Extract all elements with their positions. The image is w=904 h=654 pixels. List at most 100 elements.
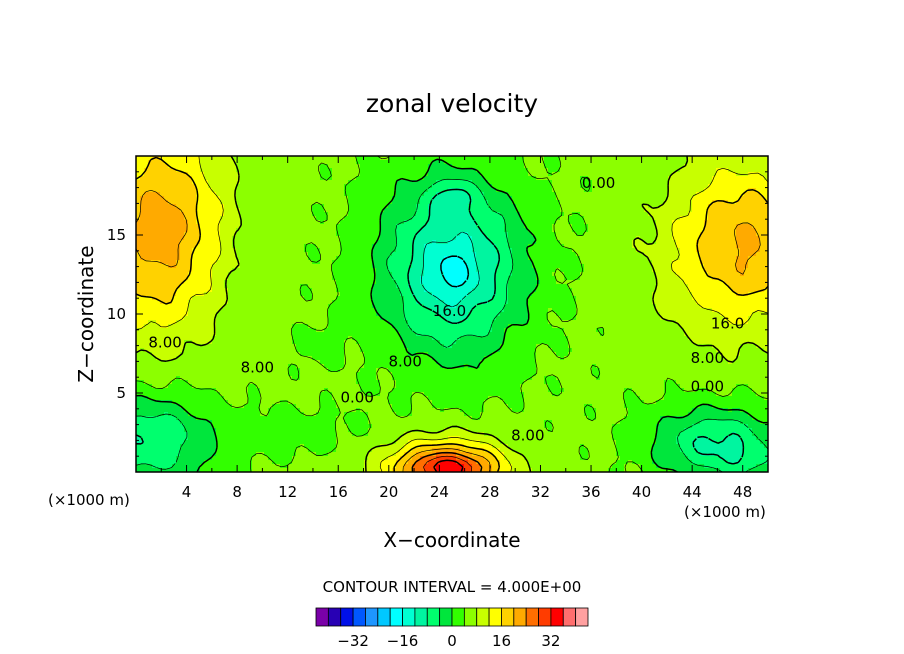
field-cell	[172, 200, 177, 205]
field-cell	[184, 248, 189, 253]
field-cell	[340, 208, 345, 213]
field-cell	[228, 168, 233, 173]
field-cell	[668, 192, 673, 197]
field-cell	[580, 192, 585, 197]
field-cell	[200, 224, 205, 229]
field-cell	[420, 232, 425, 237]
field-cell	[432, 264, 437, 269]
field-cell	[212, 244, 217, 249]
field-cell	[692, 172, 697, 177]
field-cell	[160, 276, 165, 281]
field-cell	[604, 212, 609, 217]
field-cell	[640, 196, 645, 201]
field-cell	[760, 236, 765, 241]
field-cell	[504, 240, 509, 245]
field-cell	[592, 240, 597, 245]
field-cell	[548, 264, 553, 269]
field-cell	[636, 224, 641, 229]
field-cell	[148, 280, 153, 285]
field-cell	[616, 264, 621, 269]
field-cell	[648, 208, 653, 213]
field-cell	[296, 156, 301, 161]
field-cell	[200, 172, 205, 177]
field-cell	[296, 200, 301, 205]
field-cell	[480, 184, 485, 189]
field-cell	[200, 168, 205, 173]
field-cell	[344, 220, 349, 225]
field-cell	[364, 252, 369, 257]
field-cell	[148, 264, 153, 269]
field-cell	[436, 224, 441, 229]
field-cell	[720, 248, 725, 253]
field-cell	[624, 176, 629, 181]
field-cell	[196, 208, 201, 213]
field-cell	[396, 260, 401, 265]
field-cell	[756, 232, 761, 237]
field-cell	[392, 260, 397, 265]
field-cell	[608, 204, 613, 209]
field-cell	[164, 188, 169, 193]
field-cell	[300, 168, 305, 173]
field-cell	[348, 276, 353, 281]
field-cell	[248, 192, 253, 197]
field-cell	[660, 252, 665, 257]
field-cell	[700, 256, 705, 261]
field-cell	[184, 268, 189, 273]
field-cell	[320, 180, 325, 185]
field-cell	[180, 180, 185, 185]
field-cell	[732, 172, 737, 177]
field-cell	[468, 272, 473, 277]
field-cell	[388, 236, 393, 241]
field-cell	[196, 196, 201, 201]
field-cell	[244, 208, 249, 213]
field-cell	[260, 208, 265, 213]
field-cell	[728, 244, 733, 249]
field-cell	[652, 168, 657, 173]
field-cell	[516, 276, 521, 281]
field-cell	[144, 212, 149, 217]
field-cell	[520, 268, 525, 273]
field-cell	[232, 216, 237, 221]
field-cell	[200, 204, 205, 209]
field-cell	[636, 256, 641, 261]
field-cell	[752, 268, 757, 273]
field-cell	[332, 172, 337, 177]
field-cell	[660, 276, 665, 281]
field-cell	[304, 256, 309, 261]
field-cell	[680, 204, 685, 209]
field-cell	[232, 180, 237, 185]
field-cell	[568, 168, 573, 173]
field-cell	[468, 224, 473, 229]
field-cell	[628, 232, 633, 237]
field-cell	[560, 180, 565, 185]
field-cell	[732, 252, 737, 257]
field-cell	[324, 256, 329, 261]
field-cell	[484, 244, 489, 249]
field-cell	[528, 188, 533, 193]
field-cell	[268, 252, 273, 257]
field-cell	[356, 244, 361, 249]
field-cell	[180, 208, 185, 213]
field-cell	[644, 252, 649, 257]
field-cell	[648, 256, 653, 261]
field-cell	[508, 256, 513, 261]
field-cell	[440, 264, 445, 269]
field-cell	[272, 200, 277, 205]
field-cell	[724, 228, 729, 233]
field-cell	[604, 156, 609, 161]
field-cell	[656, 200, 661, 205]
field-cell	[436, 208, 441, 213]
field-cell	[228, 240, 233, 245]
field-cell	[460, 164, 465, 169]
field-cell	[308, 276, 313, 281]
field-cell	[400, 156, 405, 161]
field-cell	[184, 176, 189, 181]
field-cell	[620, 204, 625, 209]
field-cell	[540, 160, 545, 165]
field-cell	[496, 236, 501, 241]
field-cell	[696, 168, 701, 173]
field-cell	[324, 172, 329, 177]
field-cell	[184, 256, 189, 261]
field-cell	[304, 268, 309, 273]
field-cell	[296, 248, 301, 253]
